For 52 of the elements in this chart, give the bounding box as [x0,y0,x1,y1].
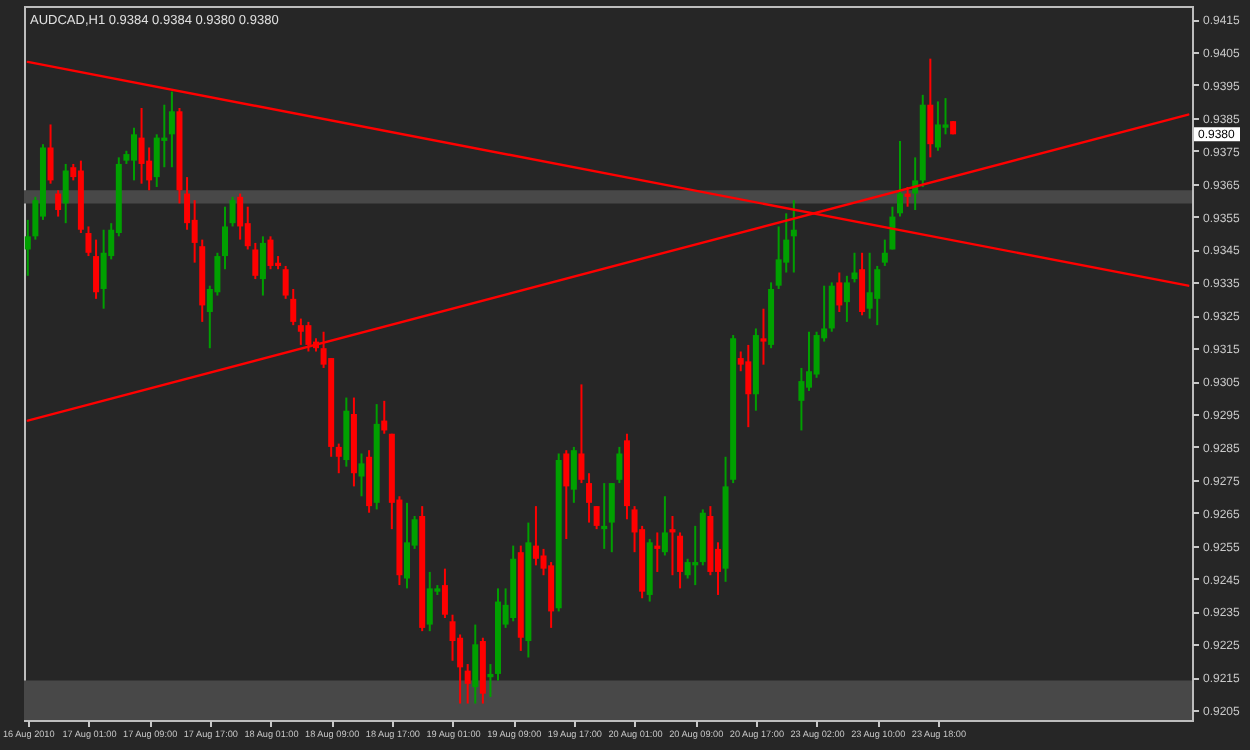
candlestick [798,366,805,432]
candlestick [790,199,797,274]
candlestick [221,205,228,271]
candlestick [760,307,767,366]
candlestick [578,383,585,485]
candlestick [138,107,145,185]
candlestick [404,501,411,590]
candlestick [669,515,676,577]
candlestick [608,482,615,554]
candlestick [130,126,137,182]
candlestick [897,139,903,218]
candlestick [563,449,570,541]
candlestick [267,235,274,271]
candlestick [487,663,494,698]
candlestick [593,505,600,531]
candlestick [297,317,304,346]
candlestick [441,567,448,619]
candlestick [62,162,69,225]
candlestick [570,445,577,504]
candlestick [55,189,62,218]
candlestick [335,442,342,475]
candlestick [381,399,388,435]
candlestick [358,452,365,498]
candlestick [692,524,699,587]
candlestick [828,281,835,333]
candlestick [616,445,623,485]
candlestick [859,251,866,317]
candlestick [237,192,244,241]
candlestick [259,235,266,297]
candlestick [601,482,608,550]
candlestick [677,531,684,590]
candlestick [305,320,312,353]
candlestick [426,570,433,633]
candlestick [161,103,168,169]
candlestick [843,274,850,323]
candlestick [472,623,479,705]
candlestick [904,185,911,208]
candlestick [464,663,471,705]
candlestick [927,57,934,159]
candlestick [229,195,236,228]
candlestick [661,495,668,557]
candlestick [654,531,661,573]
candlestick [586,472,593,524]
candlestick [934,100,941,152]
candlestick [866,251,873,320]
candlestick [93,238,100,300]
candlestick [100,228,107,310]
candlestick [47,123,54,185]
candlestick [745,343,752,429]
candlestick [168,90,175,169]
candlestick [532,505,539,567]
candlestick [836,271,843,313]
